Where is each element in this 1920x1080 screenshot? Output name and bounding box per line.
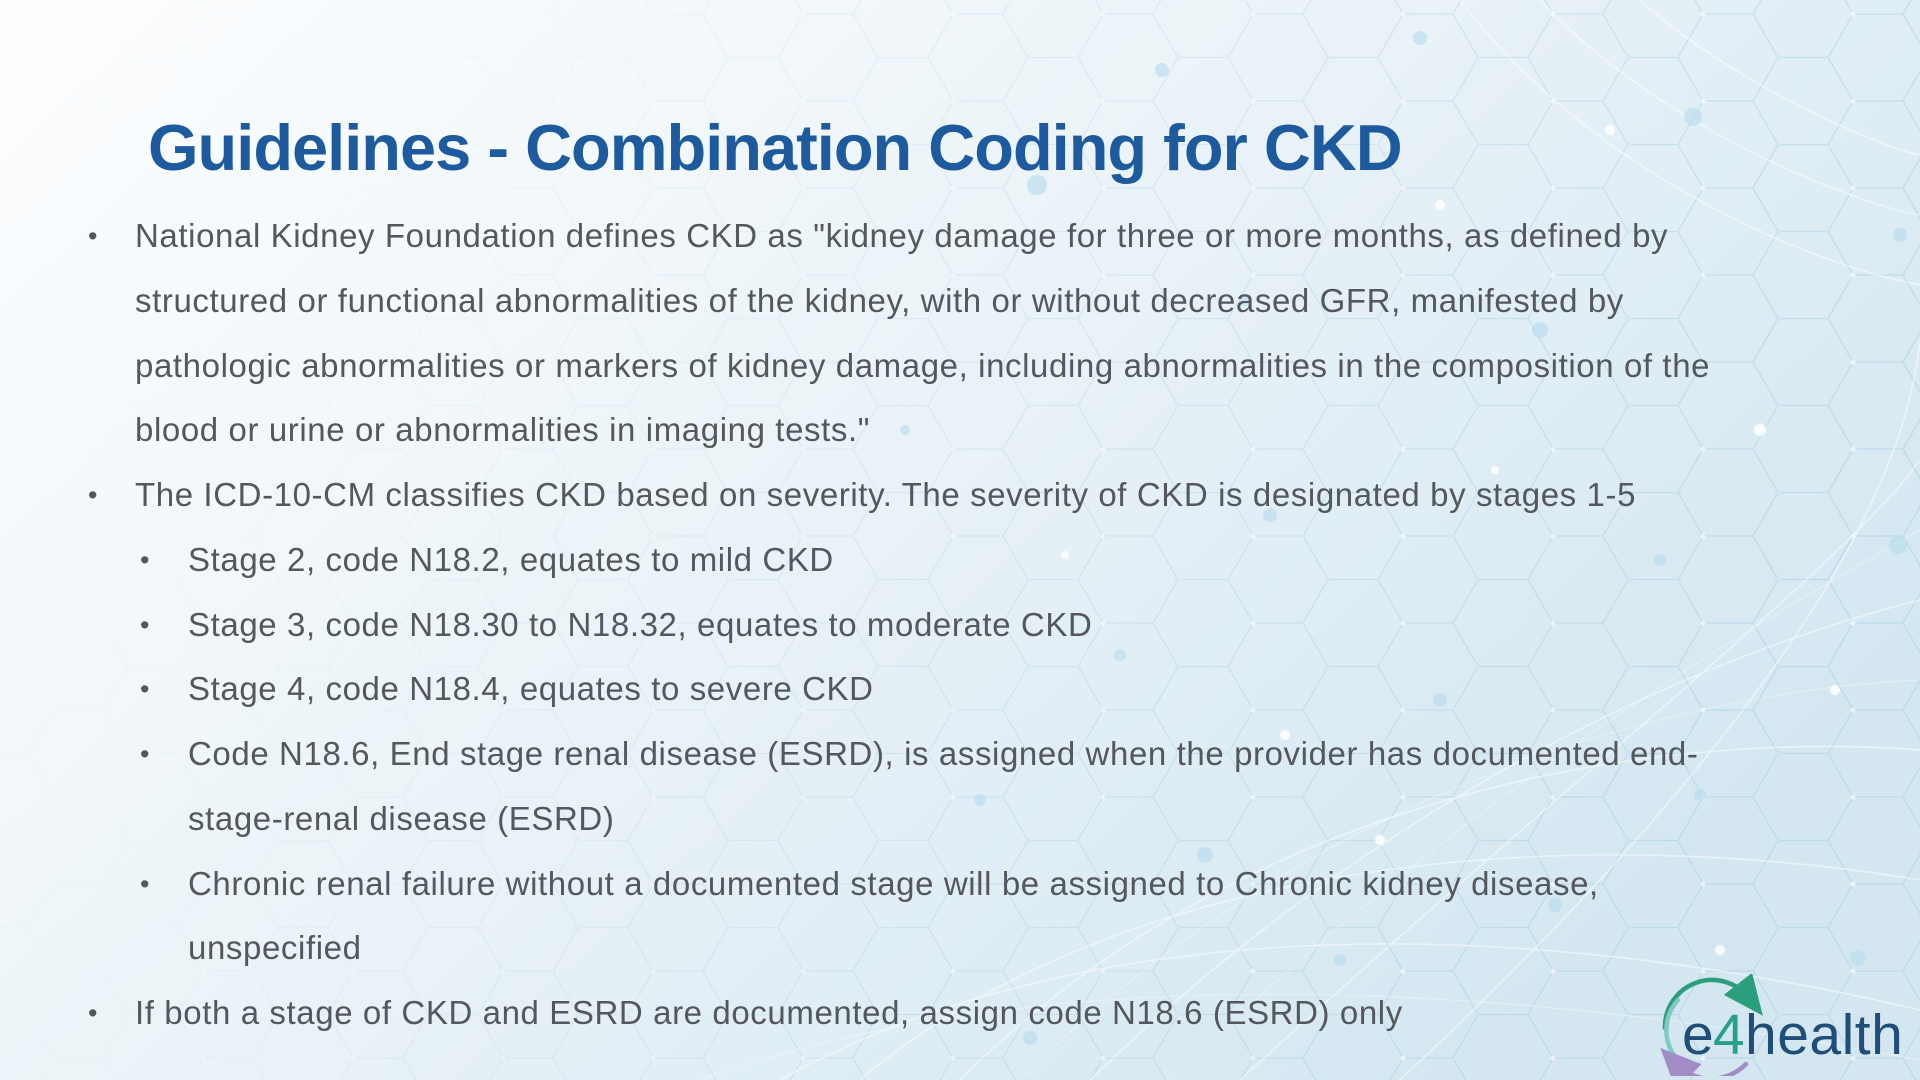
bullet-text: National Kidney Foundation defines CKD a… — [135, 204, 1878, 463]
bullet-dot: • — [140, 674, 151, 705]
logo-text-4: 4 — [1713, 1003, 1745, 1067]
bullet-dot: • — [88, 480, 99, 510]
bullet-line: blood or urine or abnormalities in imagi… — [135, 411, 871, 449]
bullet-dot: • — [140, 868, 151, 899]
logo-text-health: health — [1745, 1003, 1900, 1067]
bullet-text: Stage 3, code N18.30 to N18.32, equates … — [188, 593, 1878, 658]
bullet-dot: • — [140, 739, 151, 769]
bullet-item: • Stage 2, code N18.2, equates to mild C… — [88, 528, 1878, 593]
slide-title: Guidelines - Combination Coding for CKD — [148, 111, 1403, 184]
bullet-dot: • — [140, 544, 151, 575]
bullet-item: • Chronic renal failure without a docume… — [88, 852, 1878, 982]
bullet-text: Stage 2, code N18.2, equates to mild CKD — [188, 528, 1878, 593]
bullet-line: stage-renal disease (ESRD) — [188, 799, 615, 837]
bullet-item: • Code N18.6, End stage renal disease (E… — [88, 722, 1878, 852]
bullet-text: Code N18.6, End stage renal disease (ESR… — [188, 722, 1878, 852]
bullet-item: • Stage 3, code N18.30 to N18.32, equate… — [88, 593, 1878, 658]
logo-text-e: e — [1682, 1003, 1714, 1067]
bullet-line: National Kidney Foundation defines CKD a… — [135, 217, 1669, 254]
bullet-text: Chronic renal failure without a document… — [188, 852, 1878, 982]
bullet-list: • National Kidney Foundation defines CKD… — [88, 204, 1878, 1046]
bullet-text: Stage 4, code N18.4, equates to severe C… — [188, 657, 1878, 722]
bullet-line: pathologic abnormalities or markers of k… — [135, 346, 1711, 384]
bullet-item: • If both a stage of CKD and ESRD are do… — [88, 981, 1878, 1046]
bullet-dot: • — [88, 221, 99, 251]
bullet-line: unspecified — [188, 929, 362, 967]
bullet-line: Stage 4, code N18.4, equates to severe C… — [188, 670, 874, 708]
bullet-line: Stage 2, code N18.2, equates to mild CKD — [188, 540, 834, 578]
bullet-line: Code N18.6, End stage renal disease (ESR… — [188, 735, 1699, 772]
bullet-item: • National Kidney Foundation defines CKD… — [88, 204, 1878, 463]
bullet-text: If both a stage of CKD and ESRD are docu… — [135, 981, 1878, 1046]
bullet-line: The ICD-10-CM classifies CKD based on se… — [135, 476, 1637, 513]
bullet-item: • Stage 4, code N18.4, equates to severe… — [88, 657, 1878, 722]
bullet-item: • The ICD-10-CM classifies CKD based on … — [88, 463, 1878, 528]
bullet-text: The ICD-10-CM classifies CKD based on se… — [135, 463, 1878, 528]
bullet-dot: • — [88, 998, 99, 1028]
e4health-logo: e 4 health — [1650, 972, 1903, 1080]
bullet-line: Stage 3, code N18.30 to N18.32, equates … — [188, 605, 1093, 643]
bullet-line: If both a stage of CKD and ESRD are docu… — [135, 994, 1403, 1031]
bullet-line: Chronic renal failure without a document… — [188, 864, 1599, 902]
bullet-dot: • — [140, 609, 151, 640]
bullet-line: structured or functional abnormalities o… — [135, 281, 1624, 319]
logo-arc-green-icon — [1662, 972, 1763, 1031]
